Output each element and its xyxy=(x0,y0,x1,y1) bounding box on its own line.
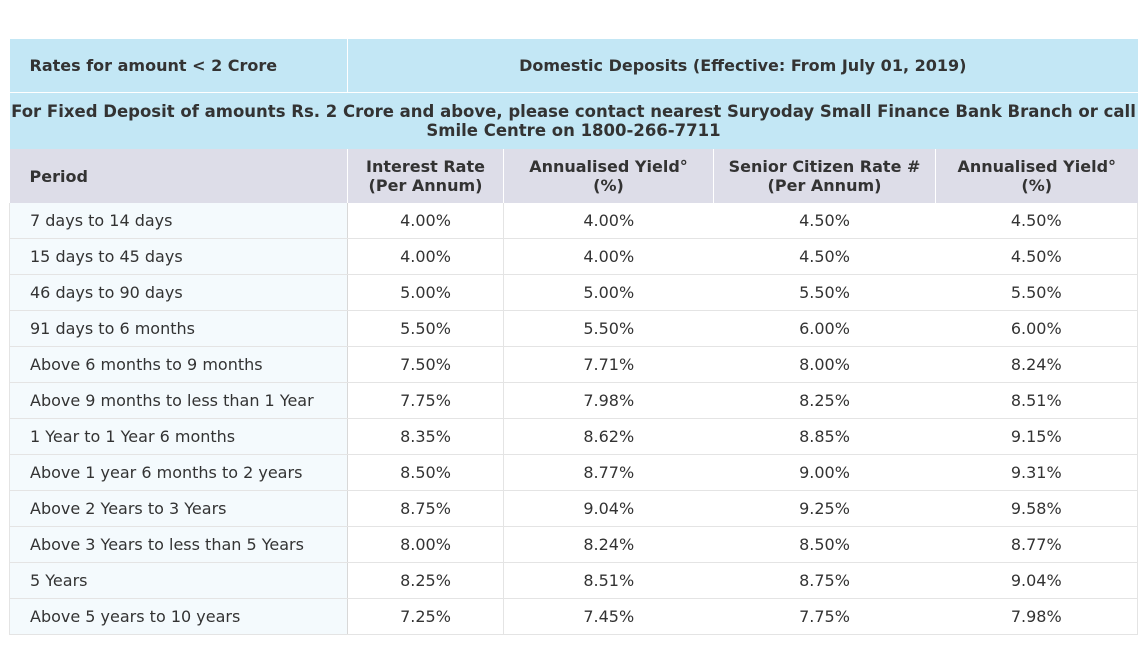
period-cell: 7 days to 14 days xyxy=(9,203,348,239)
senior-yield-cell: 9.58% xyxy=(935,490,1138,527)
column-header-annualised-yield-line1: Annualised Yield° xyxy=(529,157,688,176)
table-row: Above 3 Years to less than 5 Years 8.00% 8… xyxy=(9,526,1138,563)
period-cell: 1 Year to 1 Year 6 months xyxy=(9,418,348,455)
period-cell: Above 3 Years to less than 5 Years xyxy=(9,526,348,563)
column-header-interest-rate-line2: (Per Annum) xyxy=(368,176,483,195)
annualised-yield-cell: 7.71% xyxy=(503,346,714,383)
interest-rate-cell: 4.00% xyxy=(347,238,504,275)
interest-rate-cell: 8.50% xyxy=(347,454,504,491)
senior-rate-cell: 4.50% xyxy=(713,238,936,275)
annualised-yield-cell: 7.98% xyxy=(503,382,714,419)
senior-rate-cell: 6.00% xyxy=(713,310,936,347)
period-cell: Above 6 months to 9 months xyxy=(9,346,348,383)
interest-rate-cell: 8.35% xyxy=(347,418,504,455)
deposit-rates-table-container: Rates for amount < 2 Crore Domestic Depo… xyxy=(9,39,1138,635)
senior-yield-cell: 8.77% xyxy=(935,526,1138,563)
interest-rate-cell: 4.00% xyxy=(347,203,504,239)
interest-rate-cell: 5.00% xyxy=(347,274,504,311)
annualised-yield-cell: 8.62% xyxy=(503,418,714,455)
annualised-yield-cell: 4.00% xyxy=(503,203,714,239)
period-cell: 15 days to 45 days xyxy=(9,238,348,275)
table-row: 7 days to 14 days 4.00% 4.00% 4.50% 4.50% xyxy=(9,203,1138,239)
column-header-senior-citizen-rate: Senior Citizen Rate # (Per Annum) xyxy=(713,149,936,203)
column-header-annualised-yield: Annualised Yield° (%) xyxy=(503,149,714,203)
senior-yield-cell: 9.15% xyxy=(935,418,1138,455)
annualised-yield-cell: 5.00% xyxy=(503,274,714,311)
interest-rate-cell: 8.75% xyxy=(347,490,504,527)
senior-yield-cell: 6.00% xyxy=(935,310,1138,347)
senior-rate-cell: 8.00% xyxy=(713,346,936,383)
senior-rate-cell: 9.25% xyxy=(713,490,936,527)
annualised-yield-cell: 4.00% xyxy=(503,238,714,275)
senior-rate-cell: 8.85% xyxy=(713,418,936,455)
period-cell: Above 5 years to 10 years xyxy=(9,598,348,635)
column-header-senior-citizen-rate-line1: Senior Citizen Rate # xyxy=(728,157,921,176)
annualised-yield-cell: 5.50% xyxy=(503,310,714,347)
column-header-interest-rate-line1: Interest Rate xyxy=(366,157,485,176)
table-row: Above 6 months to 9 months 7.50% 7.71% 8.00… xyxy=(9,346,1138,383)
notice-line-1: For Fixed Deposit of amounts Rs. 2 Crore… xyxy=(11,102,1136,121)
annualised-yield-cell: 8.51% xyxy=(503,562,714,599)
deposit-rates-table: Rates for amount < 2 Crore Domestic Depo… xyxy=(9,39,1138,635)
table-row: 5 Years 8.25% 8.51% 8.75% 9.04% xyxy=(9,562,1138,599)
senior-yield-cell: 8.24% xyxy=(935,346,1138,383)
column-header-annualised-yield-line2: (%) xyxy=(593,176,624,195)
period-cell: 5 Years xyxy=(9,562,348,599)
amount-range-title: Rates for amount < 2 Crore xyxy=(9,39,348,93)
column-header-interest-rate: Interest Rate (Per Annum) xyxy=(347,149,504,203)
annualised-yield-cell: 7.45% xyxy=(503,598,714,635)
period-cell: 46 days to 90 days xyxy=(9,274,348,311)
senior-rate-cell: 8.25% xyxy=(713,382,936,419)
period-cell: Above 2 Years to 3 Years xyxy=(9,490,348,527)
table-row: Above 2 Years to 3 Years 8.75% 9.04% 9.25% 9… xyxy=(9,490,1138,527)
senior-rate-cell: 8.75% xyxy=(713,562,936,599)
interest-rate-cell: 7.50% xyxy=(347,346,504,383)
interest-rate-cell: 8.25% xyxy=(347,562,504,599)
column-header-senior-citizen-rate-line2: (Per Annum) xyxy=(767,176,882,195)
table-row: Above 5 years to 10 years 7.25% 7.45% 7.75%… xyxy=(9,598,1138,635)
senior-yield-cell: 4.50% xyxy=(935,238,1138,275)
column-header-senior-annualised-yield-line2: (%) xyxy=(1021,176,1053,195)
senior-yield-cell: 4.50% xyxy=(935,203,1138,239)
annualised-yield-cell: 9.04% xyxy=(503,490,714,527)
table-row: 15 days to 45 days 4.00% 4.00% 4.50% 4.50% xyxy=(9,238,1138,275)
column-header-senior-annualised-yield-line1: Annualised Yield° xyxy=(957,157,1117,176)
period-cell: 91 days to 6 months xyxy=(9,310,348,347)
table-row: 46 days to 90 days 5.00% 5.00% 5.50% 5.50% xyxy=(9,274,1138,311)
rates-body: 7 days to 14 days 4.00% 4.00% 4.50% 4.50% 15… xyxy=(9,203,1138,635)
column-header-senior-annualised-yield: Annualised Yield° (%) xyxy=(935,149,1138,203)
interest-rate-cell: 7.25% xyxy=(347,598,504,635)
senior-rate-cell: 4.50% xyxy=(713,203,936,239)
senior-rate-cell: 8.50% xyxy=(713,526,936,563)
table-row: 91 days to 6 months 5.50% 5.50% 6.00% 6.00% xyxy=(9,310,1138,347)
interest-rate-cell: 7.75% xyxy=(347,382,504,419)
senior-yield-cell: 9.31% xyxy=(935,454,1138,491)
period-cell: Above 1 year 6 months to 2 years xyxy=(9,454,348,491)
notice-row: For Fixed Deposit of amounts Rs. 2 Crore… xyxy=(9,92,1138,149)
senior-yield-cell: 7.98% xyxy=(935,598,1138,635)
domestic-deposits-title: Domestic Deposits (Effective: From July … xyxy=(347,39,1138,93)
large-deposit-notice: For Fixed Deposit of amounts Rs. 2 Crore… xyxy=(9,92,1138,149)
table-title-row: Rates for amount < 2 Crore Domestic Depo… xyxy=(9,39,1138,93)
annualised-yield-cell: 8.24% xyxy=(503,526,714,563)
senior-rate-cell: 5.50% xyxy=(713,274,936,311)
annualised-yield-cell: 8.77% xyxy=(503,454,714,491)
column-header-row: Period Interest Rate (Per Annum) Annuali… xyxy=(9,149,1138,203)
notice-line-2: Smile Centre on 1800-266-7711 xyxy=(426,121,721,140)
senior-yield-cell: 8.51% xyxy=(935,382,1138,419)
interest-rate-cell: 5.50% xyxy=(347,310,504,347)
senior-rate-cell: 7.75% xyxy=(713,598,936,635)
senior-yield-cell: 5.50% xyxy=(935,274,1138,311)
table-row: Above 1 year 6 months to 2 years 8.50% 8.7… xyxy=(9,454,1138,491)
table-row: 1 Year to 1 Year 6 months 8.35% 8.62% 8.85%… xyxy=(9,418,1138,455)
period-cell: Above 9 months to less than 1 Year xyxy=(9,382,348,419)
table-row: Above 9 months to less than 1 Year 7.75% 7… xyxy=(9,382,1138,419)
interest-rate-cell: 8.00% xyxy=(347,526,504,563)
column-header-period: Period xyxy=(9,149,348,203)
senior-rate-cell: 9.00% xyxy=(713,454,936,491)
senior-yield-cell: 9.04% xyxy=(935,562,1138,599)
